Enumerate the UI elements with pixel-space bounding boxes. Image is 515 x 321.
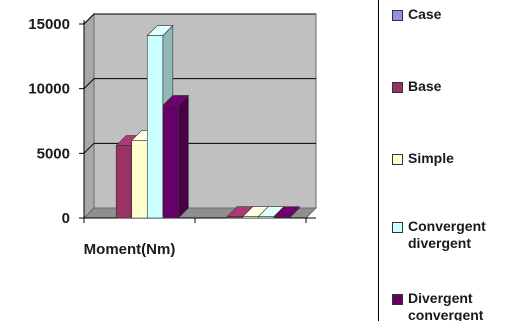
legend-label: Simple <box>408 150 454 166</box>
bars <box>115 24 301 219</box>
grid-lines <box>83 13 316 154</box>
legend-swatch <box>392 10 403 21</box>
legend-item: Simple <box>392 150 454 167</box>
legend-swatch <box>392 222 403 233</box>
x-axis-ticks: Moment(Nm) <box>83 218 307 258</box>
legend-label: Case <box>408 6 442 22</box>
legend-swatch <box>392 294 403 305</box>
y-tick-label: 15000 <box>28 16 70 33</box>
legend-item: Divergent convergent <box>392 290 483 321</box>
legend-item: Case <box>392 6 441 23</box>
y-tick-label: 0 <box>62 210 70 227</box>
legend-swatch <box>392 154 403 165</box>
legend-item: Base <box>392 78 441 95</box>
grid-line <box>83 78 316 90</box>
grid-line <box>83 13 316 25</box>
legend: Case Base Simple Convergent divergent Diverg… <box>392 0 515 321</box>
bar <box>273 205 301 219</box>
y-tick-label: 5000 <box>37 145 70 162</box>
legend-item: Convergent divergent <box>392 218 486 252</box>
bar-chart: 0 5000 10000 15000 Moment(Nm) <box>28 12 318 258</box>
grid-line <box>83 142 316 154</box>
plot-side-wall <box>83 12 95 220</box>
legend-divider <box>378 0 379 321</box>
x-category-label: Moment(Nm) <box>84 241 176 258</box>
legend-label: Convergent divergent <box>408 218 486 251</box>
legend-label: Divergent convergent <box>408 290 484 321</box>
y-axis-ticks: 0 5000 10000 15000 <box>28 16 84 227</box>
bar <box>162 94 190 219</box>
y-tick-label: 10000 <box>28 81 70 98</box>
legend-label: Base <box>408 78 442 94</box>
legend-swatch <box>392 82 403 93</box>
